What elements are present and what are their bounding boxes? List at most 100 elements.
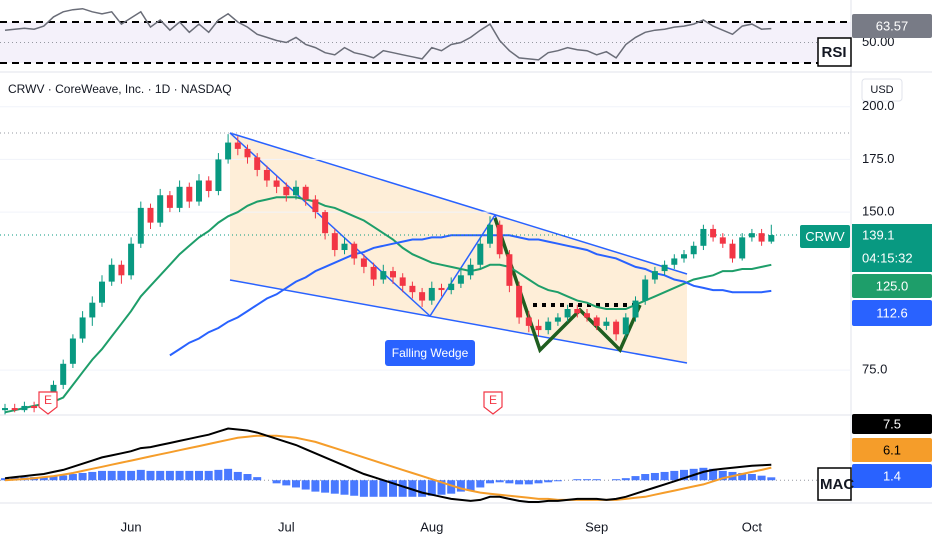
histogram-bar — [534, 480, 543, 484]
candle-body — [419, 292, 426, 301]
trend-line — [229, 279, 688, 364]
histogram-bar — [544, 480, 553, 483]
histogram-bar — [738, 472, 747, 481]
moving-average — [169, 234, 772, 357]
candle-body — [31, 405, 38, 409]
histogram-tag-box — [852, 464, 932, 488]
candle-body — [128, 243, 135, 276]
candle-body — [273, 180, 280, 187]
candle-body — [60, 363, 67, 385]
candle-body — [196, 180, 202, 202]
histogram-bar — [621, 478, 630, 481]
histogram-bar — [369, 480, 378, 497]
histogram-bar — [583, 479, 591, 481]
x-tick-label: Jul — [278, 519, 295, 534]
candle-body — [302, 186, 309, 200]
histogram-bar — [301, 480, 310, 490]
currency[interactable]: USD — [870, 84, 893, 96]
candle-body — [263, 169, 270, 181]
histogram-bar — [747, 474, 756, 481]
candle-body — [496, 224, 503, 255]
candle-body — [293, 186, 299, 196]
histogram-bar — [553, 480, 562, 482]
histogram-bar — [233, 471, 242, 481]
candle-body — [409, 285, 416, 293]
histogram-bar — [524, 480, 533, 485]
candle-body — [506, 254, 513, 286]
histogram-bar — [660, 471, 669, 481]
candle-body — [370, 266, 377, 280]
y-tick-label: 150.0 — [862, 204, 895, 219]
macd-tag: 7.5 — [883, 416, 901, 431]
histogram-bar — [418, 480, 427, 497]
ma-slow-tag: 112.6 — [876, 305, 908, 320]
histogram-bar — [185, 470, 194, 481]
histogram-bar — [39, 477, 48, 481]
candle-body — [448, 283, 455, 291]
histogram-bar — [592, 479, 601, 481]
rsi-line — [4, 7, 772, 61]
candle-body — [225, 142, 232, 160]
x-tick-label: Oct — [742, 519, 763, 534]
symbol-tag-box — [800, 225, 850, 248]
candle-body — [545, 321, 552, 331]
candle-body — [661, 264, 668, 272]
trend-line — [429, 214, 496, 317]
histogram-bar — [641, 474, 650, 481]
histogram-bar — [573, 479, 582, 481]
histogram-bar — [253, 477, 262, 481]
candle-body — [428, 287, 435, 301]
histogram-bar — [117, 470, 126, 481]
histogram-bar — [670, 470, 679, 481]
candle-body — [244, 148, 251, 158]
currency-box[interactable] — [861, 78, 903, 102]
candle-body — [166, 195, 173, 208]
rsi-band — [0, 22, 851, 63]
candle-body — [622, 317, 629, 335]
candle-body — [312, 199, 319, 213]
candle-body — [632, 300, 639, 318]
candle-body — [564, 309, 571, 318]
candle-body — [719, 237, 726, 244]
candle-body — [467, 264, 474, 276]
candle-body — [613, 321, 620, 335]
histogram-bar — [224, 468, 233, 481]
pane-label-box — [817, 467, 852, 501]
candle-body — [758, 233, 765, 242]
candle-body — [729, 243, 736, 259]
y-tick-label: 75.0 — [862, 362, 887, 377]
candle-body — [642, 279, 649, 301]
countdown: 04:15:32 — [862, 250, 913, 265]
trend-line — [229, 132, 688, 275]
candle-body — [554, 317, 561, 322]
candle-body — [399, 277, 406, 286]
candle-body — [254, 157, 261, 170]
x-tick-label: Aug — [420, 519, 443, 534]
candle-body — [681, 254, 687, 259]
histogram-bar — [127, 470, 136, 481]
histogram-bar — [437, 480, 446, 495]
histogram-bar — [767, 477, 776, 481]
candle-body — [322, 212, 329, 234]
histogram-bar — [175, 470, 184, 481]
histogram-bar — [98, 470, 106, 481]
histogram-tag: 1.4 — [883, 468, 901, 483]
symbol-tag: CRWV — [805, 229, 845, 244]
candle-body — [477, 243, 484, 265]
signal-line — [4, 434, 772, 501]
histogram-bar — [495, 480, 504, 483]
ma-fast-tag: 125.0 — [876, 278, 909, 293]
histogram-bar — [757, 475, 766, 481]
earnings-label: E — [489, 393, 497, 407]
candle-body — [651, 271, 658, 280]
histogram-bar — [515, 480, 524, 485]
histogram-bar — [340, 480, 349, 495]
histogram-bar — [321, 480, 330, 493]
rsi-tag: 63.57 — [876, 18, 909, 33]
candle-body — [768, 235, 775, 242]
histogram-bar — [486, 480, 494, 484]
candle-body — [360, 258, 367, 267]
x-tick-label: Jun — [121, 519, 142, 534]
candle-body — [186, 186, 193, 202]
candle-body — [99, 281, 105, 303]
